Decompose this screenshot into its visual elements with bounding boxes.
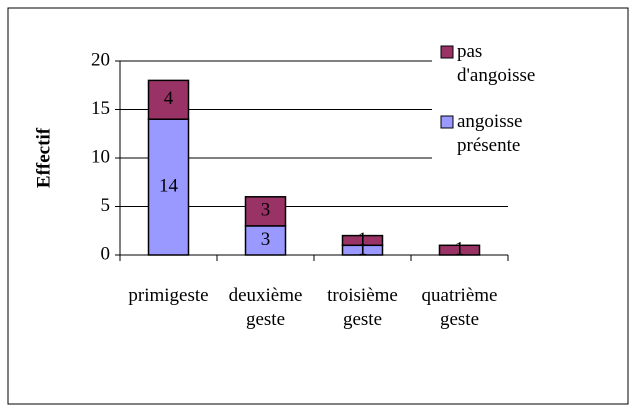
x-tick-label: primigeste [128, 285, 209, 306]
data-label: 4 [164, 88, 174, 109]
x-tick-label: quatrième geste [421, 285, 498, 330]
bar-segment [244, 196, 287, 227]
y-tick-label: 5 [101, 195, 111, 216]
x-tick-label: deuxième geste [228, 285, 303, 330]
data-label: 3 [261, 229, 271, 250]
bar-segment [147, 79, 190, 120]
y-tick-label: 10 [91, 146, 110, 167]
data-label: 1 [358, 229, 368, 250]
data-label: 1 [455, 239, 465, 260]
y-axis-label: Effectif [33, 127, 54, 188]
bar-segment [147, 118, 190, 256]
bar-segment [341, 234, 384, 247]
y-tick-label: 15 [91, 98, 110, 119]
legend-label: angoisse présente [457, 111, 523, 156]
y-tick-label: 20 [91, 49, 110, 70]
y-tick-label: 0 [101, 243, 111, 264]
legend-box [432, 36, 622, 166]
bar-segment [438, 244, 481, 256]
bar-segment [244, 225, 287, 256]
data-label: 1 [358, 239, 368, 260]
legend-swatch [440, 115, 454, 129]
data-label: 3 [261, 200, 271, 221]
x-tick-label: troisième geste [327, 285, 398, 330]
legend-label: pas d'angoisse [457, 41, 536, 86]
data-label: 14 [159, 175, 179, 196]
legend-swatch [440, 45, 454, 59]
